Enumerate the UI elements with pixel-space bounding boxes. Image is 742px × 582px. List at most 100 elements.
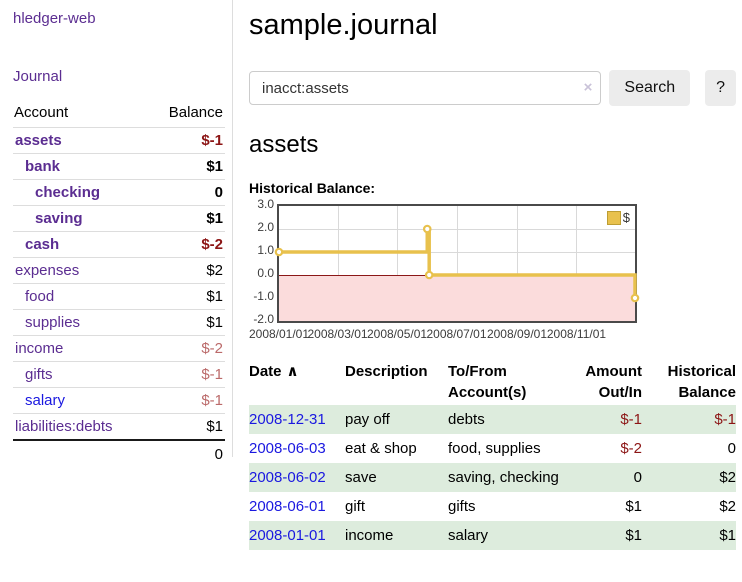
transaction-description: eat & shop	[345, 440, 417, 457]
legend-swatch-icon	[606, 210, 621, 225]
y-axis-tick-label: 2.0	[257, 220, 274, 234]
y-axis-tick-label: 0.0	[257, 266, 274, 280]
transaction-description: income	[345, 527, 394, 544]
search-bar: × Search ?	[249, 70, 736, 106]
sidebar-account-link[interactable]: checking	[35, 184, 101, 201]
sidebar-account-link[interactable]: bank	[25, 158, 61, 175]
sidebar-account-link[interactable]: liabilities:debts	[15, 418, 113, 435]
column-header-label: Historical Balance	[667, 363, 736, 401]
v-gridline	[337, 206, 339, 321]
transaction-row: 2008-01-01 income salary $1 $1	[249, 521, 736, 550]
account-row: checking 0	[13, 179, 225, 205]
transaction-balance: 0	[727, 440, 736, 457]
sidebar-account-link[interactable]: supplies	[25, 314, 81, 331]
sidebar: hledger-web Journal Account Balance asse…	[0, 0, 233, 463]
account-balance: $1	[206, 314, 223, 331]
transaction-description: pay off	[345, 411, 390, 428]
y-axis-tick-label: -2.0	[253, 312, 274, 326]
search-button[interactable]: Search	[609, 70, 691, 106]
accounts-total-row: 0	[13, 439, 225, 468]
sidebar-account-link[interactable]: saving	[35, 210, 83, 227]
transaction-amount: $-2	[620, 440, 642, 457]
transaction-amount: $1	[625, 498, 642, 515]
balance-line-series	[274, 224, 640, 303]
register-header-to-from-account-s-[interactable]: To/From Account(s)	[448, 359, 560, 405]
page-title: sample.journal	[249, 9, 438, 41]
historical-balance-chart: 3.0 2.0 1.0 0.0 -1.0 -2.0 $ 2008/01/01 2008/03…	[249, 196, 736, 343]
transaction-accounts: salary	[448, 527, 489, 544]
account-balance: $-1	[201, 366, 223, 383]
data-point-marker	[630, 293, 640, 303]
transaction-date-link[interactable]: 2008-06-01	[249, 498, 326, 515]
y-axis-tick-label: 3.0	[257, 197, 274, 211]
brand-link[interactable]: hledger-web	[13, 10, 96, 27]
account-balance: $1	[206, 158, 223, 175]
column-header-label: To/From Account(s)	[448, 363, 527, 401]
search-help-button[interactable]: ?	[705, 70, 736, 106]
clear-search-icon[interactable]: ×	[583, 79, 593, 96]
account-row: cash $-2	[13, 231, 225, 257]
transaction-date-link[interactable]: 2008-01-01	[249, 527, 326, 544]
transaction-date-link[interactable]: 2008-06-03	[249, 440, 326, 457]
account-row: food $1	[13, 283, 225, 309]
account-balance: $1	[206, 210, 223, 227]
column-header-label: Description	[345, 363, 428, 380]
transaction-accounts: gifts	[448, 498, 476, 515]
accounts-total-value: 0	[214, 446, 223, 463]
account-balance: $-2	[201, 236, 223, 253]
main-content: sample.journal × Search ? assets Histori…	[233, 0, 742, 582]
x-axis-tick-label: 2008/09/01	[486, 327, 547, 341]
sidebar-account-link[interactable]: gifts	[25, 366, 53, 383]
v-gridline	[397, 206, 399, 321]
transaction-row: 2008-12-31 pay off debts $-1 $-1	[249, 405, 736, 434]
v-gridline	[516, 206, 518, 321]
transaction-accounts: debts	[448, 411, 485, 428]
register-table: Date ∧ Description To/From Account(s) Amount…	[249, 359, 736, 550]
account-row: liabilities:debts $1	[13, 413, 225, 439]
column-header-label: Amount Out/In	[585, 363, 642, 401]
transaction-date-link[interactable]: 2008-12-31	[249, 411, 326, 428]
account-row: supplies $1	[13, 309, 225, 335]
v-gridline	[456, 206, 458, 321]
sort-ascending-icon: ∧	[286, 363, 299, 380]
account-heading: assets	[249, 131, 319, 158]
register-header-description[interactable]: Description	[345, 359, 448, 405]
account-balance: $1	[206, 418, 223, 435]
transaction-balance: $2	[719, 469, 736, 486]
transaction-date-link[interactable]: 2008-06-02	[249, 469, 326, 486]
x-axis-tick-label: 2008/03/01	[307, 327, 368, 341]
account-row: gifts $-1	[13, 361, 225, 387]
sidebar-account-link[interactable]: cash	[25, 236, 60, 253]
transaction-description: gift	[345, 498, 366, 515]
sidebar-account-link[interactable]: salary	[25, 392, 66, 409]
account-row: salary $-1	[13, 387, 225, 413]
account-balance: $1	[206, 288, 223, 305]
h-gridline	[279, 229, 635, 230]
sidebar-item-journal[interactable]: Journal	[13, 68, 63, 85]
sidebar-account-link[interactable]: income	[15, 340, 64, 357]
transaction-balance: $1	[719, 527, 736, 544]
account-row: assets $-1	[13, 127, 225, 153]
accounts-header-account: Account	[14, 104, 69, 121]
data-point-marker	[422, 224, 432, 234]
register-header-historical-balance[interactable]: Historical Balance	[642, 359, 736, 405]
y-axis-tick-label: -1.0	[253, 289, 274, 303]
search-input[interactable]	[249, 71, 602, 105]
account-balance: $2	[206, 262, 223, 279]
sidebar-account-link[interactable]: assets	[15, 132, 62, 149]
sidebar-account-link[interactable]: expenses	[15, 262, 80, 279]
legend-label: $	[622, 210, 630, 225]
register-header-date[interactable]: Date ∧	[249, 359, 345, 405]
register-header-amount-out-in[interactable]: Amount Out/In	[560, 359, 642, 405]
x-axis-tick-label: 2008/05/01	[366, 327, 428, 341]
accounts-header-balance: Balance	[168, 104, 223, 121]
account-balance: $-1	[201, 392, 223, 409]
transaction-accounts: saving, checking	[448, 469, 559, 486]
account-row: income $-2	[13, 335, 225, 361]
chart-title: Historical Balance:	[249, 180, 376, 196]
data-point-marker	[274, 247, 284, 257]
x-axis-tick-label: 2008/01/01	[248, 327, 310, 341]
x-axis-tick-label: 2008/07/01	[426, 327, 487, 341]
sidebar-account-link[interactable]: food	[25, 288, 55, 305]
account-balance: $-1	[201, 132, 223, 149]
